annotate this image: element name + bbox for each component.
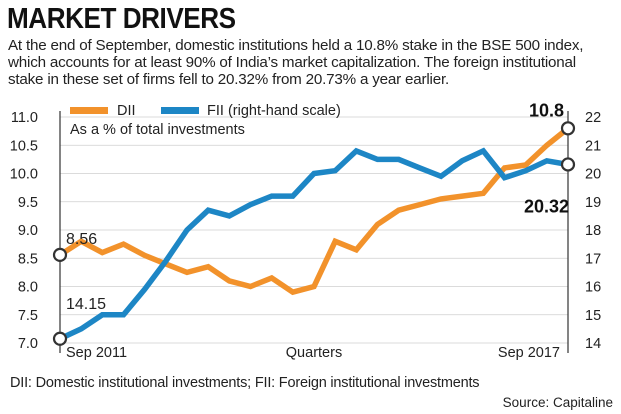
x-tick-label: Quarters: [286, 345, 342, 361]
right-axis-tick-label: 15: [585, 308, 601, 324]
left-axis-tick-label: 8.5: [18, 251, 38, 267]
dii-legend-label: DII: [117, 103, 136, 119]
left-axis-tick-label: 8.0: [18, 280, 38, 296]
legend: DII FII (right-hand scale) As a % of total…: [70, 103, 341, 138]
fii-legend-label: FII (right-hand scale): [207, 103, 341, 119]
grid-lines: [60, 116, 568, 344]
fii-start-label: 14.15: [66, 296, 106, 313]
fii-start-marker: [52, 331, 68, 346]
dii-start-label: 8.56: [66, 231, 97, 248]
footnote: DII: Domestic institutional investments;…: [10, 375, 480, 391]
page-title: MARKET DRIVERS: [7, 3, 236, 35]
fii-end-marker: [560, 157, 576, 172]
left-axis-tick-label: 10.0: [10, 167, 38, 183]
fii-end-label: 20.32: [524, 196, 569, 216]
left-axis-tick-label: 7.5: [18, 308, 38, 324]
x-tick-label: Sep 2011: [66, 345, 127, 361]
dii-end-marker: [560, 121, 576, 136]
dii-series-line: [58, 126, 570, 296]
chart-labels: 8.56 14.15 10.8 20.32: [66, 100, 569, 312]
left-axis-tick-label: 11.0: [11, 110, 38, 126]
end-markers: [52, 121, 576, 346]
left-axis-tick-label: 9.5: [18, 195, 38, 211]
x-tick-label: Sep 2017: [498, 345, 560, 361]
fii-series-line: [58, 147, 569, 342]
fii-legend-swatch: [161, 107, 199, 114]
right-axis-tick-label: 20: [585, 167, 601, 183]
chart-subtitle: At the end of September, domestic instit…: [8, 37, 584, 88]
right-axis-tick-label: 21: [585, 138, 601, 154]
source-credit: Source: Capitaline: [502, 395, 613, 410]
chart-note: As a % of total investments: [70, 122, 245, 138]
right-axis-tick-label: 18: [585, 223, 601, 239]
right-axis-tick-label: 17: [585, 251, 601, 267]
right-axis-tick-label: 16: [585, 280, 601, 296]
dii-legend-swatch: [70, 107, 108, 114]
series-lines: [58, 126, 570, 342]
left-axis-tick-label: 7.0: [18, 336, 38, 352]
left-axis-tick-label: 10.5: [10, 138, 38, 154]
dii-start-marker: [52, 247, 68, 262]
axes: 7.0 14 7.5 15 8.0 16 8.5 17 9.0 18 9.5 19 10.0 20 10.5…: [10, 110, 601, 361]
dii-end-label: 10.8: [529, 100, 564, 120]
right-axis-tick-label: 14: [585, 336, 601, 352]
left-axis-tick-label: 9.0: [18, 223, 38, 239]
right-axis-tick-label: 19: [585, 195, 601, 211]
right-axis-tick-label: 22: [585, 110, 601, 126]
